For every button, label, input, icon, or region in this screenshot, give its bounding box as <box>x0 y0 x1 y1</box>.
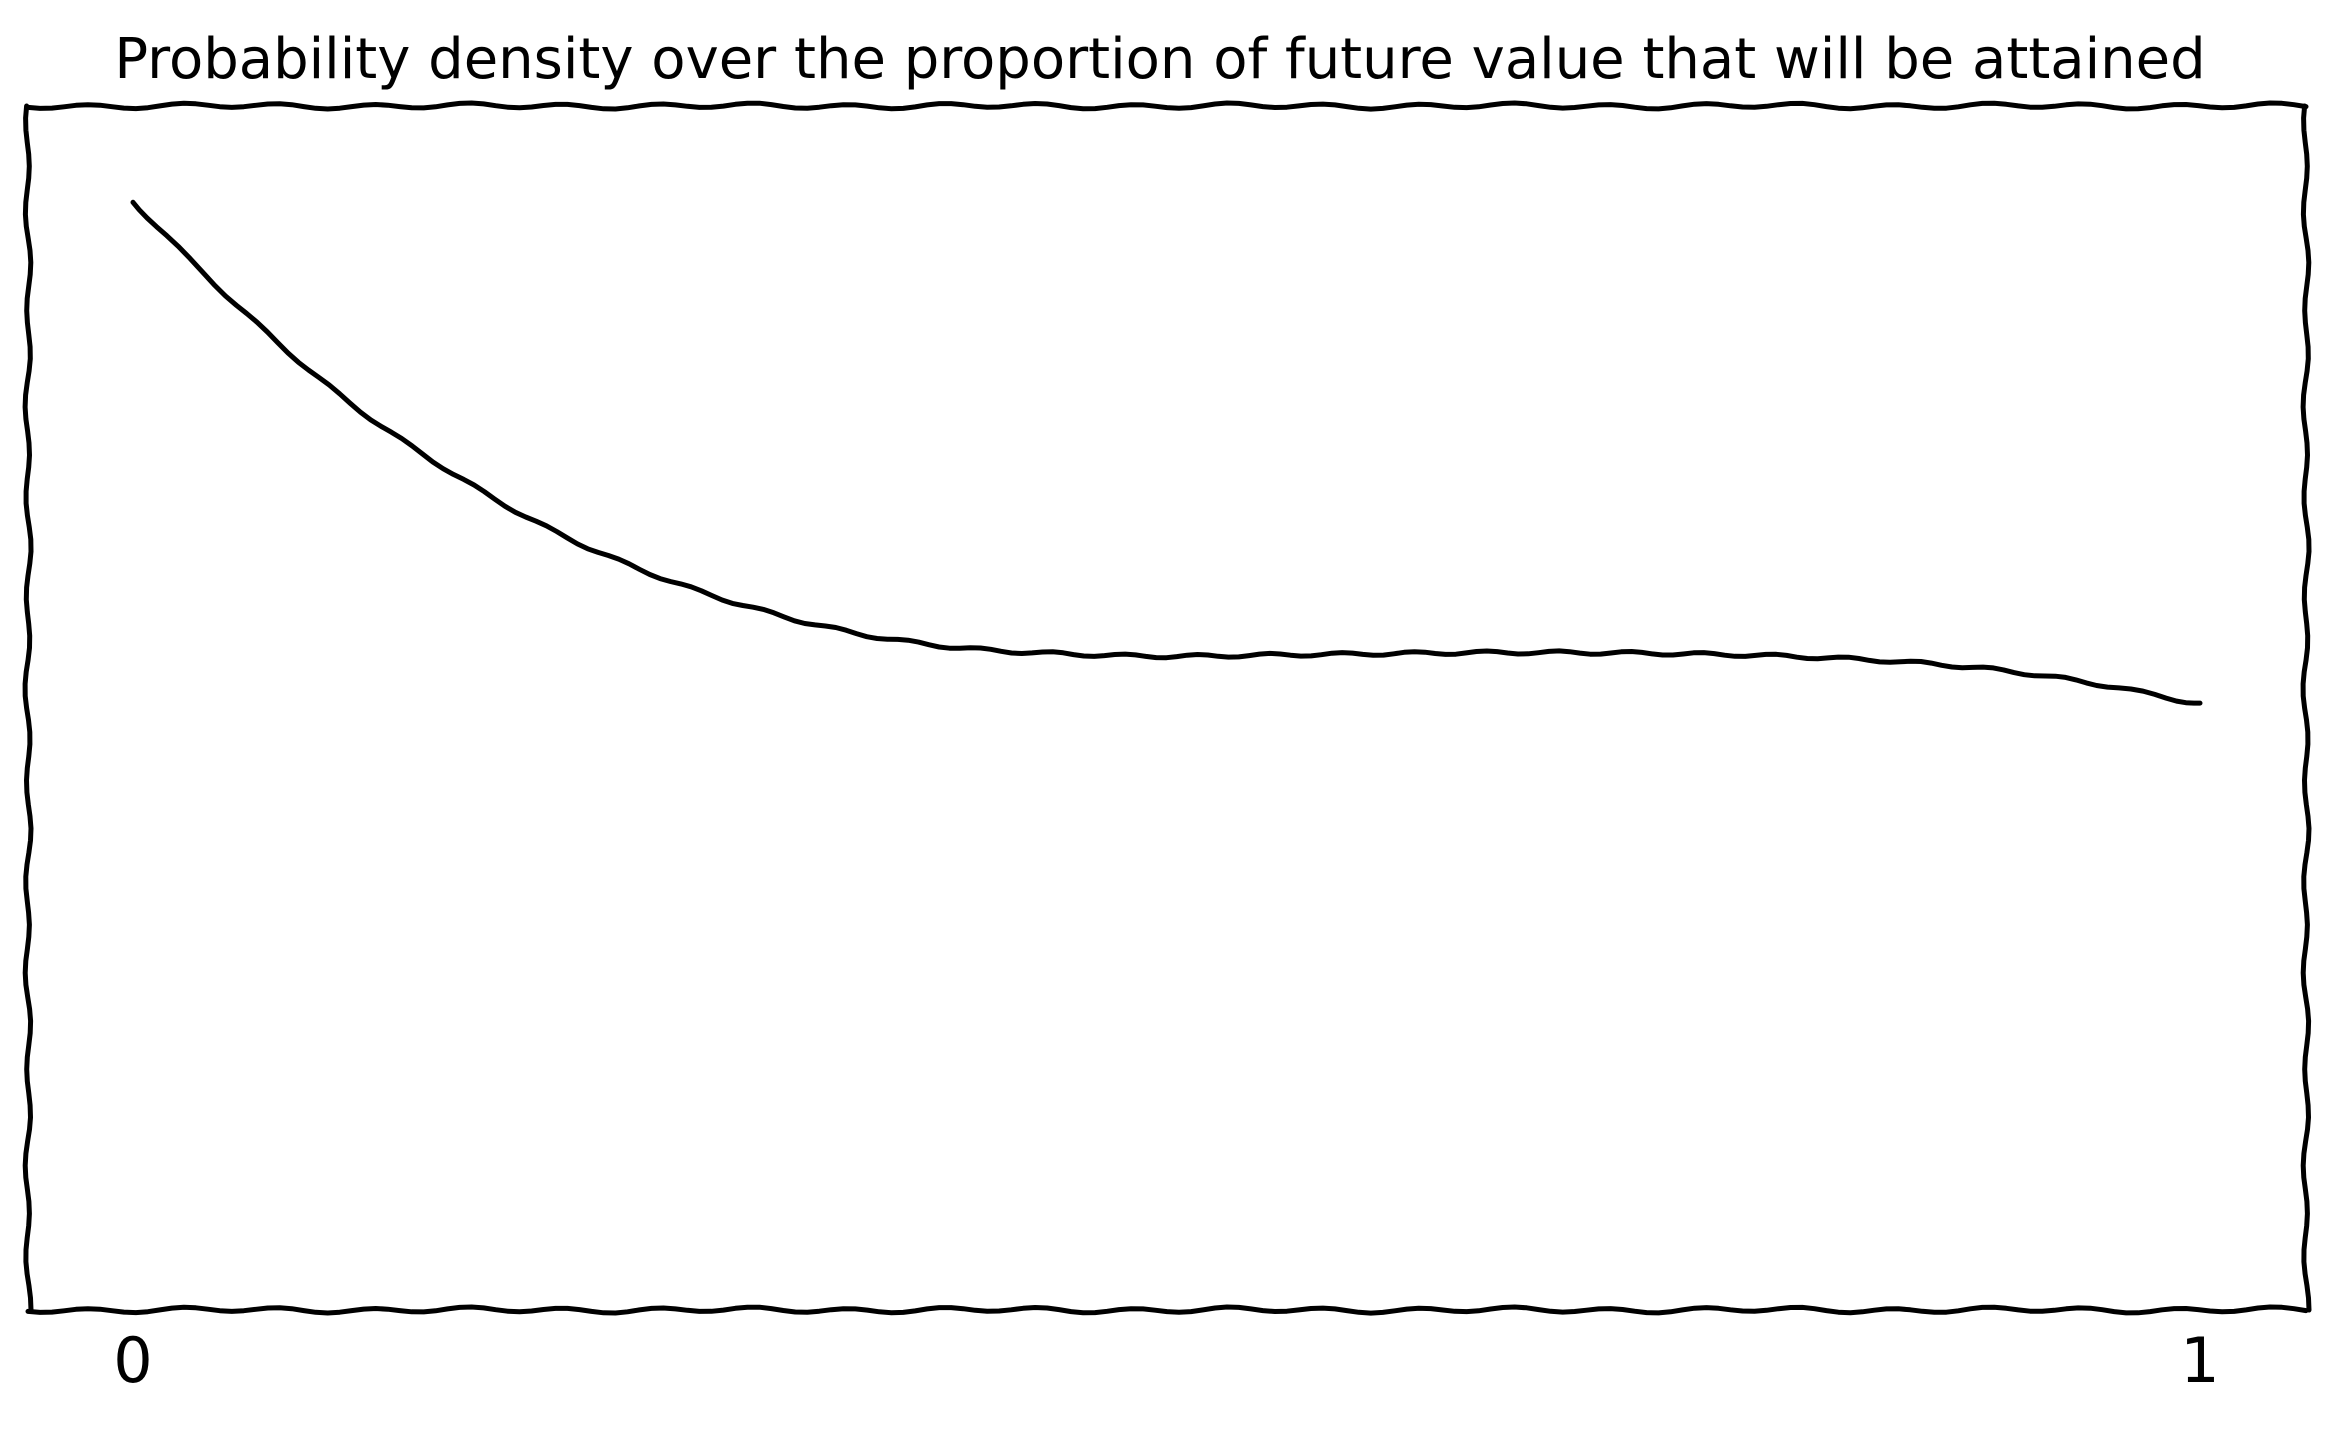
plot-frame <box>22 100 2312 1316</box>
chart-title: Probability density over the proportion … <box>114 27 2205 92</box>
frame-bottom <box>25 1304 2309 1316</box>
frame-right <box>2300 103 2312 1313</box>
series-layer <box>130 199 2203 706</box>
x-tick-label: 0 <box>113 1324 152 1397</box>
x-tick-label: 1 <box>2180 1324 2219 1397</box>
frame-left <box>22 103 34 1313</box>
density-curve <box>130 199 2203 706</box>
frame-top <box>25 100 2309 112</box>
